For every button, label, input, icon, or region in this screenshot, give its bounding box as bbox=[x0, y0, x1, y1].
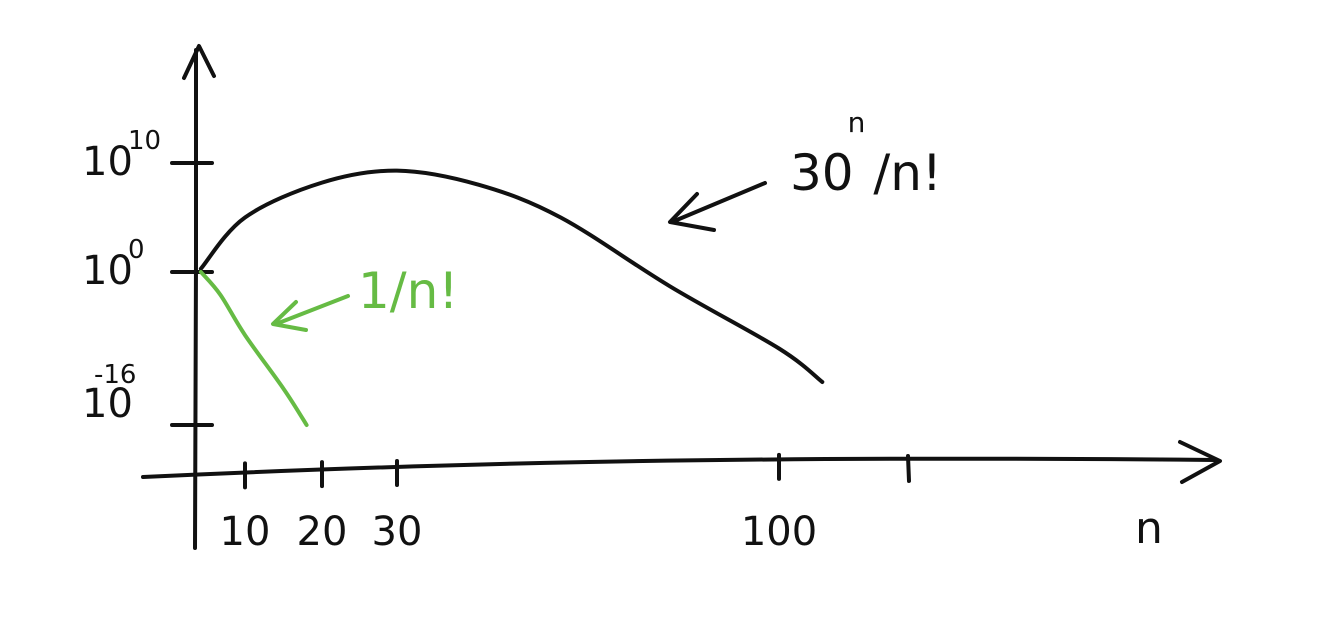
annotation-black-sup: n bbox=[848, 106, 866, 139]
annotation-arrow-black bbox=[670, 181, 767, 224]
annotation-arrowhead-black bbox=[668, 192, 716, 232]
x-tick-mark bbox=[906, 454, 911, 483]
y-tick-label-base: 10 bbox=[82, 139, 133, 185]
series-line-black bbox=[198, 168, 825, 384]
x-axis-arrowhead bbox=[1178, 440, 1222, 484]
y-axis-arrowhead bbox=[182, 44, 216, 80]
y-tick-label-base: 10 bbox=[82, 248, 133, 294]
x-tick-label: 30 bbox=[372, 509, 423, 555]
series-line-green bbox=[198, 270, 309, 427]
x-tick-label: 100 bbox=[741, 509, 817, 555]
y-tick-label-exponent: 10 bbox=[128, 126, 161, 156]
series-annotation-green: 1/n! bbox=[271, 262, 458, 332]
annotation-text-green: 1/n! bbox=[358, 262, 458, 320]
series-annotation-black: 30 n/n! bbox=[668, 106, 942, 232]
annotation-text-black: 30 n/n! bbox=[790, 106, 942, 202]
x-tick-label: 10 bbox=[220, 509, 271, 555]
annotation-arrowhead-green bbox=[271, 300, 308, 332]
annotation-black-base: 30 bbox=[790, 144, 854, 202]
annotation-black-rest: /n! bbox=[873, 144, 942, 202]
annotation-arrow-green bbox=[274, 294, 350, 326]
y-axis bbox=[193, 48, 198, 550]
y-tick-label-exponent: 0 bbox=[128, 235, 145, 265]
x-axis-label: n bbox=[1135, 503, 1163, 554]
y-tick-label-base: 10 bbox=[82, 381, 133, 427]
x-axis bbox=[141, 456, 1217, 479]
y-tick-label-exponent: -16 bbox=[94, 360, 136, 390]
x-tick-label: 20 bbox=[297, 509, 348, 555]
